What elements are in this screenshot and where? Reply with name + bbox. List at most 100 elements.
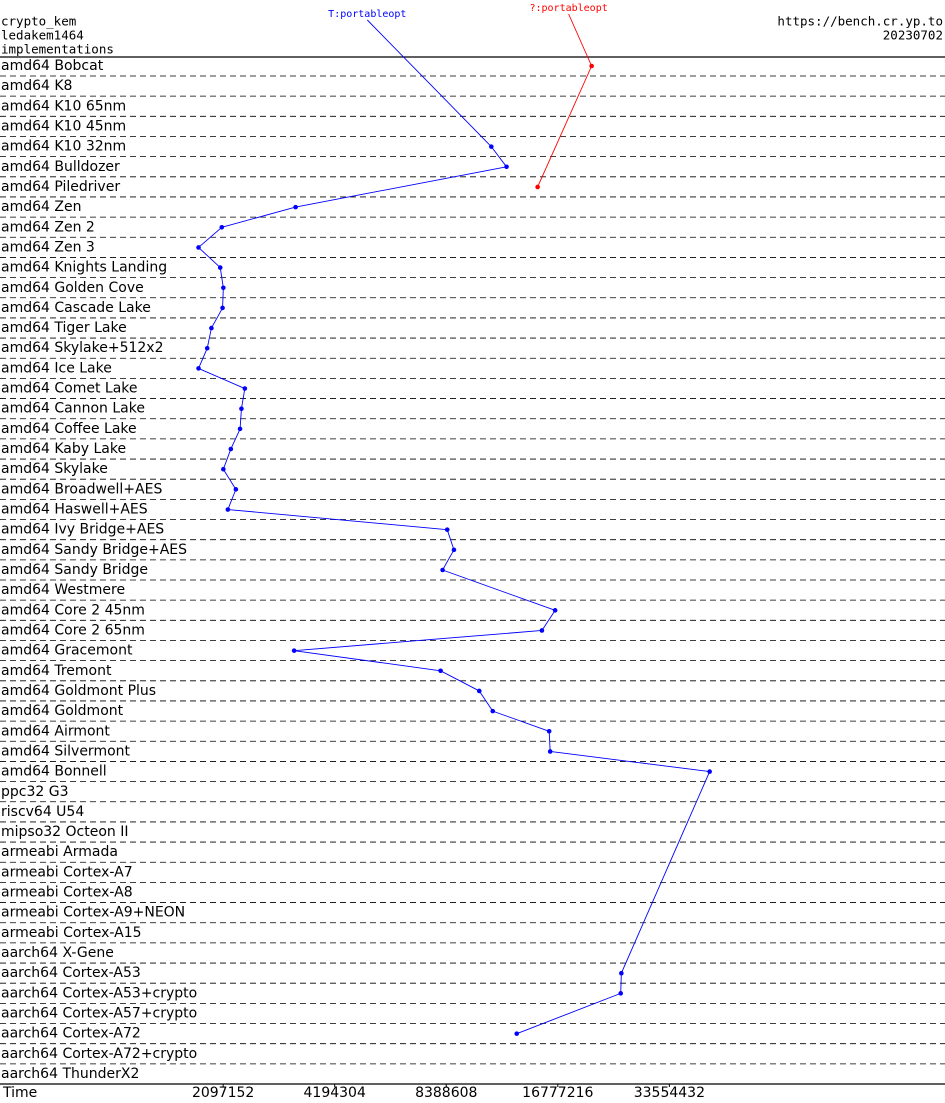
series-segment: [227, 509, 448, 531]
row-label: aarch64 Cortex-A57+crypto: [1, 1006, 197, 1022]
series-segment: [230, 428, 241, 450]
row-label: amd64 Sandy Bridge: [1, 562, 148, 578]
row-label: amd64 K10 65nm: [1, 98, 126, 114]
series-segment: [198, 226, 223, 248]
data-point: [239, 406, 244, 412]
header-left: crypto_kem: [1, 14, 76, 29]
row-label: aarch64 Cortex-A72+crypto: [1, 1046, 197, 1062]
header-right: 20230702: [883, 28, 943, 43]
row-label: amd64 Haswell+AES: [1, 502, 148, 518]
data-point: [242, 386, 248, 391]
row-label: amd64 Bonnell: [1, 764, 107, 780]
data-point: [547, 749, 553, 754]
data-point: [504, 164, 509, 170]
data-point: [219, 224, 225, 230]
row-label: amd64 Core 2 45nm: [1, 602, 145, 618]
x-tick-label: 33554432: [634, 1085, 705, 1101]
row-label: amd64 Zen: [1, 199, 81, 215]
row-label: armeabi Cortex-A9+NEON: [1, 905, 185, 921]
row-label: aarch64 Cortex-A72: [1, 1026, 141, 1042]
row-label: aarch64 ThunderX2: [1, 1066, 139, 1082]
row-label: amd64 Sandy Bridge+AES: [1, 542, 187, 558]
data-point: [618, 991, 624, 996]
series-segment: [492, 710, 550, 732]
series-segment: [440, 670, 480, 692]
row-label: amd64 Bobcat: [1, 58, 104, 74]
data-point: [237, 426, 243, 432]
series-segment: [198, 348, 208, 369]
row-label: amd64 Broadwell+AES: [1, 481, 162, 497]
data-point: [291, 648, 297, 653]
series-segment: [294, 630, 542, 652]
header-left: ledakem1464: [1, 28, 84, 43]
data-point: [204, 345, 210, 351]
row-label: armeabi Cortex-A7: [1, 864, 133, 880]
data-point: [539, 628, 545, 633]
data-point: [196, 366, 201, 371]
data-point: [196, 245, 201, 250]
row-label: amd64 Skylake+512x2: [1, 340, 163, 356]
series-name: ?:portableopt: [529, 3, 607, 14]
series-segment: [541, 610, 556, 631]
series-segment: [222, 448, 232, 470]
series-segment: [221, 206, 296, 228]
series-segment: [222, 287, 224, 308]
x-axis-label: Time: [2, 1085, 37, 1101]
series-segment: [198, 247, 221, 268]
data-point: [217, 265, 223, 270]
series-segment: [442, 569, 556, 611]
row-label: amd64 K8: [1, 78, 72, 94]
row-label: amd64 Knights Landing: [1, 260, 167, 276]
row-label: amd64 Airmont: [1, 723, 110, 739]
row-label: amd64 Cascade Lake: [1, 300, 151, 316]
header-left: implementations: [1, 42, 114, 57]
data-point: [225, 507, 231, 512]
data-point: [535, 184, 540, 190]
data-point: [221, 466, 226, 472]
row-label: amd64 Skylake: [1, 461, 108, 477]
data-point: [546, 728, 552, 734]
row-label: ppc32 G3: [1, 784, 69, 800]
data-point: [233, 487, 239, 492]
row-label: amd64 Tremont: [1, 663, 112, 679]
series-segment: [239, 408, 242, 429]
x-tick-label: 16777216: [522, 1085, 593, 1101]
series-segment: [478, 690, 494, 712]
series-name: T:portableopt: [328, 9, 406, 20]
data-point: [514, 1031, 520, 1036]
data-point: [438, 668, 443, 674]
series-segment: [537, 65, 593, 188]
row-label: amd64 Tiger Lake: [1, 320, 127, 336]
row-label: amd64 Core 2 65nm: [1, 622, 145, 638]
row-label: amd64 Piledriver: [1, 179, 120, 195]
x-tick-label: 8388608: [415, 1085, 477, 1101]
data-point: [552, 608, 558, 613]
series-segment: [550, 750, 710, 773]
row-label: armeabi Cortex-A15: [1, 925, 142, 941]
row-label: aarch64 X-Gene: [1, 945, 114, 961]
row-label: armeabi Armada: [1, 844, 118, 860]
row-label: amd64 Ice Lake: [1, 360, 112, 376]
row-label: amd64 Ivy Bridge+AES: [1, 522, 164, 538]
row-label: amd64 K10 45nm: [1, 118, 126, 134]
row-label: amd64 Comet Lake: [1, 381, 138, 397]
series-segment: [516, 992, 621, 1035]
series-segment: [490, 146, 507, 168]
data-point: [228, 446, 234, 452]
series-name-leader: [366, 19, 492, 147]
series-segment: [219, 267, 224, 288]
row-label: riscv64 U54: [1, 804, 84, 820]
row-label: amd64 Bulldozer: [1, 159, 120, 175]
x-tick-label: 4194304: [304, 1085, 366, 1101]
row-label: amd64 Zen 2: [1, 219, 95, 235]
row-label: amd64 Silvermont: [1, 743, 131, 759]
data-point: [589, 63, 594, 69]
data-point: [490, 708, 496, 714]
series-segment: [240, 388, 246, 409]
series-segment: [620, 771, 711, 974]
series-name-leader: [568, 13, 593, 67]
row-label: armeabi Cortex-A8: [1, 885, 133, 901]
row-label: amd64 Westmere: [1, 582, 125, 598]
